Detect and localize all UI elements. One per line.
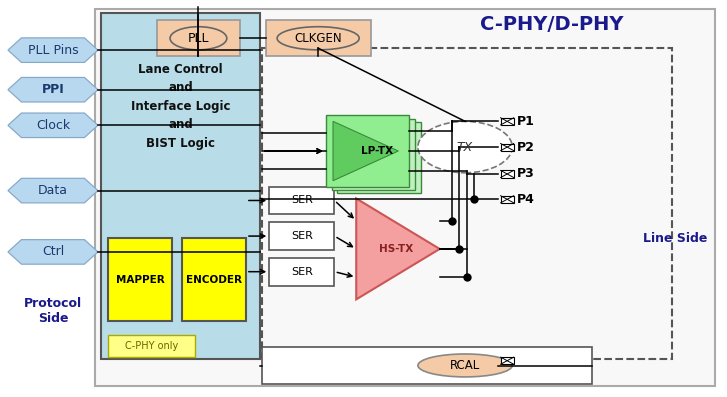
Bar xyxy=(501,170,514,177)
Text: P1: P1 xyxy=(518,115,535,128)
Text: Data: Data xyxy=(38,184,68,197)
Polygon shape xyxy=(8,113,98,138)
Bar xyxy=(262,48,672,359)
Bar xyxy=(269,222,334,250)
Text: P4: P4 xyxy=(518,193,535,206)
Polygon shape xyxy=(8,178,98,203)
Text: HS-TX: HS-TX xyxy=(379,244,414,254)
Bar xyxy=(101,13,260,359)
Text: CLKGEN: CLKGEN xyxy=(294,32,342,45)
Text: PLL: PLL xyxy=(188,32,209,45)
Text: ENCODER: ENCODER xyxy=(186,275,242,285)
Text: P2: P2 xyxy=(518,141,535,154)
Bar xyxy=(501,357,514,364)
Text: Protocol
Side: Protocol Side xyxy=(24,297,82,325)
Bar xyxy=(326,116,409,187)
Polygon shape xyxy=(8,240,98,264)
Bar xyxy=(262,347,592,384)
Bar xyxy=(501,118,514,125)
Bar xyxy=(108,238,172,321)
Text: SER: SER xyxy=(291,231,313,241)
Text: PPI: PPI xyxy=(41,83,64,96)
Polygon shape xyxy=(8,77,98,102)
Ellipse shape xyxy=(418,354,513,377)
Bar xyxy=(501,143,514,150)
Bar xyxy=(182,238,246,321)
Bar xyxy=(269,258,334,285)
Text: SER: SER xyxy=(291,195,313,206)
Ellipse shape xyxy=(170,27,227,50)
Text: RCAL: RCAL xyxy=(450,359,481,372)
Text: Line Side: Line Side xyxy=(643,231,707,245)
Ellipse shape xyxy=(277,27,359,50)
Text: PLL Pins: PLL Pins xyxy=(28,44,79,57)
Text: SER: SER xyxy=(291,267,313,277)
Bar xyxy=(95,9,715,386)
Bar xyxy=(501,196,514,203)
Text: Lane Control
and
Interface Logic
and
BIST Logic: Lane Control and Interface Logic and BIS… xyxy=(131,62,230,150)
Bar xyxy=(337,122,421,193)
Text: Clock: Clock xyxy=(36,119,70,132)
Bar xyxy=(157,21,240,56)
Text: P3: P3 xyxy=(518,168,535,181)
Bar xyxy=(269,187,334,214)
Bar xyxy=(108,335,195,357)
Bar xyxy=(265,21,371,56)
Text: Ctrl: Ctrl xyxy=(42,245,64,258)
Polygon shape xyxy=(356,198,440,299)
Text: C-PHY only: C-PHY only xyxy=(125,341,178,351)
Text: MAPPER: MAPPER xyxy=(116,275,164,285)
Text: LP-TX: LP-TX xyxy=(361,146,393,156)
Bar xyxy=(332,119,415,190)
Text: TX: TX xyxy=(457,141,473,154)
Polygon shape xyxy=(333,121,398,181)
Polygon shape xyxy=(8,38,98,62)
Circle shape xyxy=(418,121,513,173)
Text: C-PHY/D-PHY: C-PHY/D-PHY xyxy=(481,15,624,34)
